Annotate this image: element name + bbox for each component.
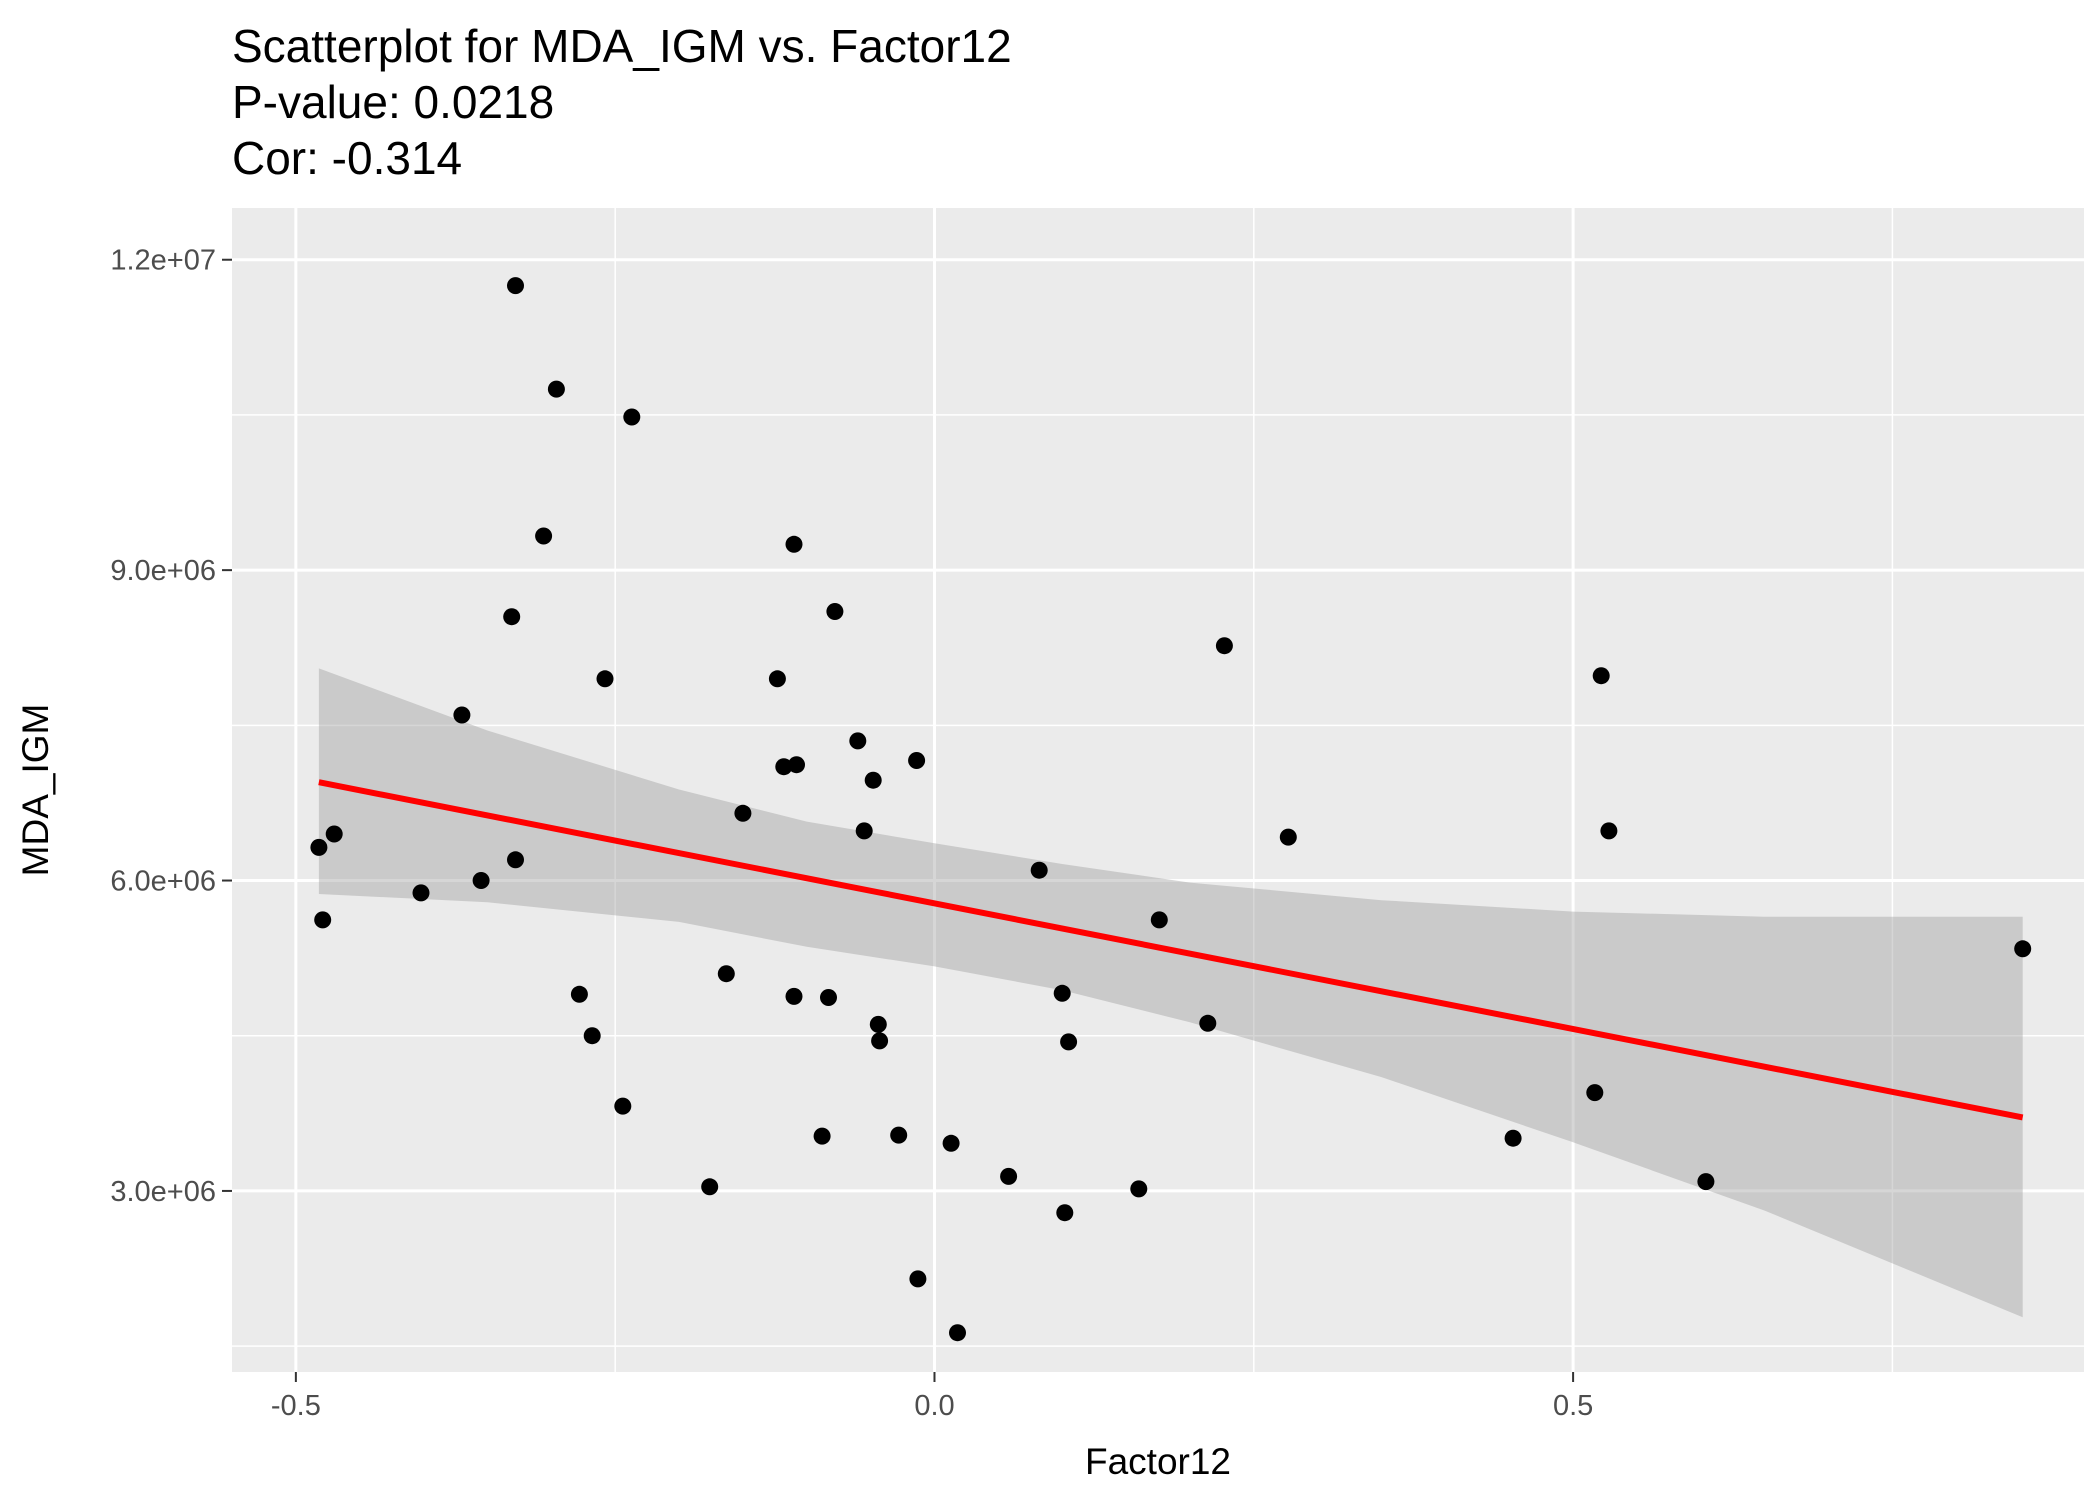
data-point [535,527,553,545]
data-point [2014,940,2032,958]
data-point [813,1127,831,1145]
data-point [785,987,803,1005]
data-point [583,1027,601,1045]
data-point [942,1134,960,1152]
y-tick-label: 3.0e+06 [110,1176,216,1208]
data-point [314,911,332,929]
minor-gridlines [232,208,2084,1372]
chart-subtitle-pvalue: P-value: 0.0218 [232,76,554,128]
regression-line [318,779,2024,1121]
data-point [1060,1033,1078,1051]
data-point [503,608,521,626]
data-point [596,670,614,688]
data-point [908,752,926,769]
data-point [547,380,565,398]
y-tick-label: 1.2e+07 [110,245,216,277]
data-point [864,771,882,789]
confidence-band [318,668,2023,1318]
data-point [1056,1204,1074,1222]
chart-title-block: Scatterplot for MDA_IGM vs. Factor12 P-v… [232,20,1012,184]
chart-subtitle-correlation: Cor: -0.314 [232,132,462,184]
data-point [855,822,873,840]
data-point [785,535,803,553]
plot-panel [232,208,2084,1372]
data-point [869,1015,887,1033]
data-point [507,851,524,869]
data-point [1215,637,1233,655]
data-point [871,1032,889,1050]
data-point [1279,828,1297,846]
data-point [1504,1129,1522,1147]
data-point [820,989,837,1006]
data-point [701,1178,719,1196]
data-point [909,1270,927,1288]
data-point [1030,861,1048,879]
data-point [623,408,641,426]
data-point [1000,1167,1018,1185]
data-point [788,756,805,774]
data-point [507,277,524,295]
y-axis: 3.0e+06 6.0e+06 9.0e+06 1.2e+07 [110,245,232,1208]
y-tick-label: 6.0e+06 [110,866,216,898]
data-point [1697,1173,1715,1191]
data-point [826,603,844,620]
data-point [849,732,867,750]
x-tick-label: 0.0 [914,1390,954,1422]
y-tick-label: 9.0e+06 [110,555,216,587]
data-point [1130,1180,1148,1198]
data-point [453,706,471,724]
x-axis-title: Factor12 [1085,1441,1231,1482]
data-point [412,884,430,902]
data-point [1150,911,1168,929]
data-point [570,985,588,1003]
data-point [890,1126,908,1144]
y-axis-title: MDA_IGM [15,704,56,877]
major-gridlines [232,208,2084,1372]
data-point [717,965,735,983]
data-point [472,872,490,889]
data-point [325,825,343,843]
data-point [614,1097,632,1115]
data-point [1199,1014,1217,1032]
data-point [775,758,793,776]
x-axis: -0.5 0.0 0.5 [271,1372,1593,1422]
data-point [734,804,752,822]
data-point [1600,822,1618,840]
data-point [310,838,328,856]
confidence-band-layer [318,668,2023,1318]
data-point [1053,984,1071,1002]
x-tick-label: 0.5 [1553,1390,1593,1422]
data-points [310,277,2032,1342]
x-tick-label: -0.5 [271,1390,321,1422]
data-point [1592,667,1610,685]
data-point [949,1324,966,1342]
fit-line-layer [318,779,2024,1121]
data-point [1586,1084,1604,1102]
data-point [768,670,786,688]
chart-title: Scatterplot for MDA_IGM vs. Factor12 [232,20,1012,72]
